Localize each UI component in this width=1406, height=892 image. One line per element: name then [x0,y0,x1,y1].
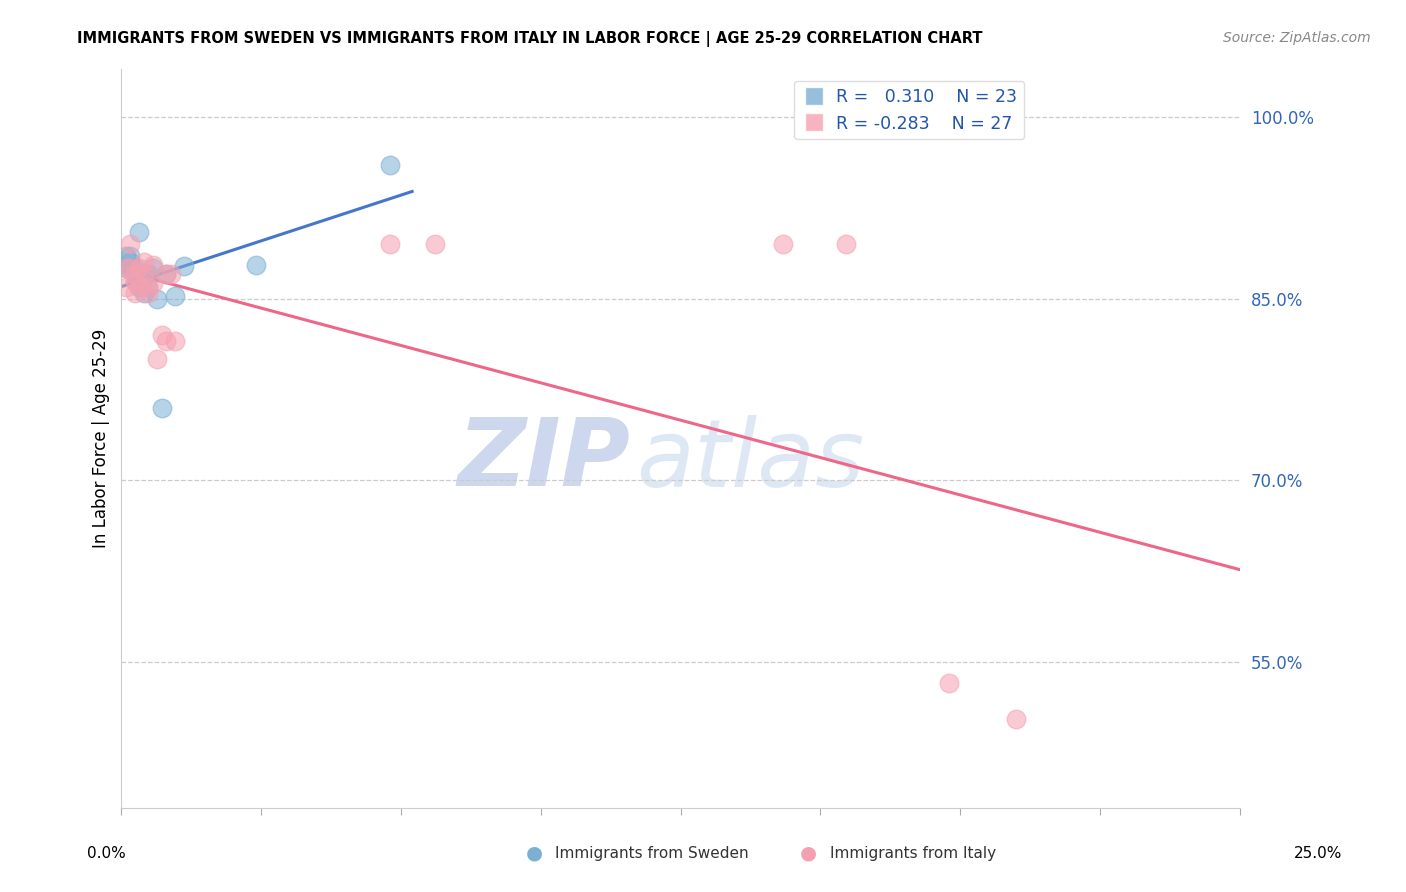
Text: ●: ● [800,843,817,862]
Legend: R =   0.310    N = 23, R = -0.283    N = 27: R = 0.310 N = 23, R = -0.283 N = 27 [794,81,1024,139]
Text: Immigrants from Italy: Immigrants from Italy [830,847,995,861]
Point [115,261,138,276]
Point [136,268,159,282]
Point [124,274,146,288]
Text: IMMIGRANTS FROM SWEDEN VS IMMIGRANTS FROM ITALY IN LABOR FORCE | AGE 25-29 CORRE: IMMIGRANTS FROM SWEDEN VS IMMIGRANTS FRO… [77,31,983,47]
Text: Immigrants from Sweden: Immigrants from Sweden [555,847,749,861]
Point [772,237,794,252]
Text: atlas: atlas [636,415,865,506]
Point [124,268,146,282]
Point [142,276,165,290]
Point [155,268,177,282]
Point [124,268,146,282]
Point [124,274,146,288]
Point [128,279,150,293]
Point [115,249,138,263]
Point [245,258,267,272]
Point [146,292,169,306]
Point [132,255,155,269]
Point [120,261,142,276]
Point [120,237,142,252]
Point [136,279,159,293]
Point [155,334,177,348]
Point [423,237,446,252]
Point [835,237,858,252]
Point [124,261,146,276]
Text: Source: ZipAtlas.com: Source: ZipAtlas.com [1223,31,1371,45]
Point [146,352,169,367]
Point [132,285,155,300]
Point [120,255,142,269]
Point [378,237,401,252]
Point [150,328,173,343]
Point [128,225,150,239]
Point [378,158,401,172]
Point [938,675,960,690]
Point [150,401,173,415]
Point [165,334,187,348]
Text: ZIP: ZIP [457,414,630,507]
Point [142,261,165,276]
Text: 25.0%: 25.0% [1295,847,1343,861]
Point [120,261,142,276]
Point [155,268,177,282]
Point [128,279,150,293]
Point [136,285,159,300]
Point [124,268,146,282]
Point [1005,712,1028,726]
Point [124,285,146,300]
Y-axis label: In Labor Force | Age 25-29: In Labor Force | Age 25-29 [93,328,110,548]
Point [165,289,187,303]
Point [132,268,155,282]
Point [173,259,195,273]
Point [115,279,138,293]
Point [142,258,165,272]
Point [136,279,159,293]
Point [120,249,142,263]
Point [128,261,150,276]
Point [115,261,138,276]
Text: 0.0%: 0.0% [87,847,127,861]
Text: ●: ● [526,843,543,862]
Point [159,268,181,282]
Point [132,268,155,282]
